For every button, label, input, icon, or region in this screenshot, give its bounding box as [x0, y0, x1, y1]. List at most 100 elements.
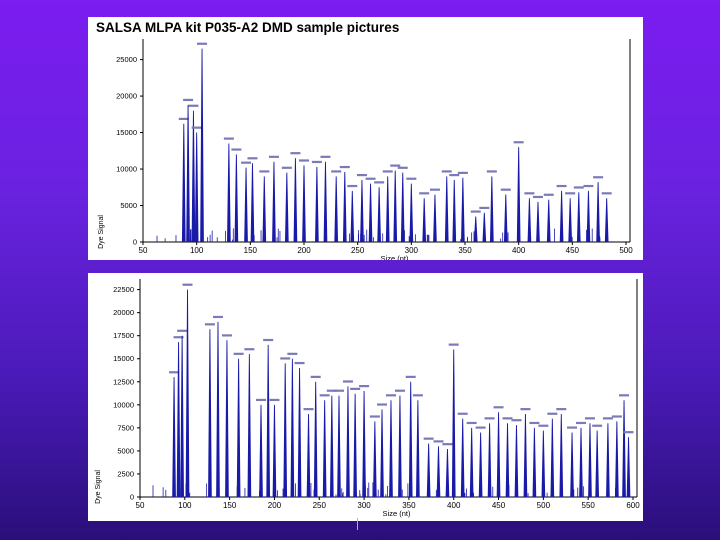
y-tick-label: 0	[133, 238, 137, 247]
peak-annotation	[513, 141, 524, 144]
peak-annotation	[466, 421, 477, 425]
peak-annotation	[592, 424, 603, 427]
peak-annotation	[169, 371, 180, 374]
peak	[460, 418, 465, 498]
peak-annotation	[449, 173, 460, 177]
peak	[615, 421, 619, 498]
peak	[461, 177, 465, 243]
peak-annotation	[532, 195, 543, 199]
peak	[622, 400, 626, 498]
peak	[172, 377, 176, 498]
peak	[329, 395, 334, 498]
peak	[586, 190, 591, 243]
peak-annotation	[347, 184, 358, 188]
peak-annotation	[231, 148, 242, 151]
peak-annotation	[212, 315, 223, 319]
peak	[250, 163, 255, 243]
peak-annotation	[339, 165, 350, 169]
peak-annotation	[457, 412, 468, 415]
peak	[426, 443, 431, 498]
peak	[588, 423, 592, 498]
peak	[559, 190, 564, 243]
y-tick-label: 15000	[116, 128, 137, 137]
peak-annotation	[448, 343, 459, 346]
peak	[496, 412, 501, 498]
peak	[180, 335, 184, 498]
peak-annotation	[259, 170, 270, 173]
y-tick-label: 10000	[116, 165, 137, 174]
peak-annotation	[377, 403, 388, 406]
x-tick-label: 200	[297, 246, 311, 255]
peak	[596, 182, 600, 243]
peak-annotation	[197, 42, 208, 45]
peak-annotation	[419, 192, 430, 195]
peak-annotation	[290, 152, 301, 155]
peak-annotation	[538, 424, 549, 427]
peak-annotation	[299, 159, 309, 162]
peak-annotation	[374, 181, 385, 184]
peak	[313, 381, 318, 498]
x-tick-label: 600	[626, 501, 640, 510]
peak-annotation	[484, 417, 495, 420]
peak-annotation	[177, 329, 188, 332]
peak-annotation	[433, 440, 444, 443]
peak-annotation	[241, 161, 252, 164]
y-tick-label: 5000	[120, 201, 137, 210]
peak	[191, 110, 196, 243]
y-tick-label: 12500	[113, 377, 134, 386]
peak-annotation	[576, 421, 587, 425]
peak	[393, 170, 398, 243]
peak	[408, 381, 413, 498]
peak	[272, 161, 276, 243]
peak	[284, 172, 289, 243]
peak	[487, 423, 492, 498]
peak-annotation	[280, 357, 291, 360]
x-tick-label: 350	[458, 246, 472, 255]
peak	[342, 171, 347, 243]
y-tick-label: 17500	[113, 331, 134, 340]
x-axis-label: Size (nt)	[383, 509, 411, 518]
peak-annotation	[441, 170, 452, 173]
peak	[368, 183, 373, 243]
peak	[372, 421, 377, 498]
peak-annotation	[556, 408, 567, 411]
x-tick-label: 150	[244, 246, 258, 255]
peak-annotation	[486, 170, 497, 173]
peak	[334, 176, 339, 243]
peak	[527, 198, 532, 243]
peak-annotation	[406, 177, 417, 180]
x-tick-label: 250	[313, 501, 327, 510]
x-tick-label: 500	[537, 501, 551, 510]
x-tick-label: 500	[619, 246, 633, 255]
peak-annotation	[311, 160, 322, 164]
peak	[436, 446, 441, 498]
mlpa-chart-top: 0 5000 10000 15000 20000 25000 50 100 150 200 250 3…	[98, 39, 633, 263]
peak-annotation	[565, 192, 576, 195]
slide-title: SALSA MLPA kit P035-A2 DMD sample pictur…	[96, 20, 400, 35]
peak	[290, 358, 295, 498]
peak-annotation	[342, 380, 353, 383]
peak	[302, 165, 306, 243]
peak	[297, 367, 302, 498]
peak-annotation	[223, 137, 234, 140]
peak-annotation	[511, 419, 522, 422]
peak	[445, 449, 450, 498]
peak	[576, 192, 581, 243]
peak	[604, 198, 609, 243]
peak	[433, 194, 437, 243]
peak	[579, 427, 583, 498]
peak	[234, 154, 239, 243]
peak-annotation	[442, 443, 453, 446]
peak	[225, 340, 229, 498]
peak	[546, 199, 551, 243]
peak	[541, 430, 546, 498]
peak	[626, 437, 631, 498]
peak	[444, 176, 449, 243]
peak	[606, 423, 610, 498]
peak-annotation	[529, 421, 540, 425]
peak-annotation	[394, 389, 405, 392]
peak-annotation	[397, 166, 408, 169]
peak-annotation	[369, 415, 380, 418]
x-tick-label: 300	[357, 501, 371, 510]
peak	[568, 198, 573, 243]
